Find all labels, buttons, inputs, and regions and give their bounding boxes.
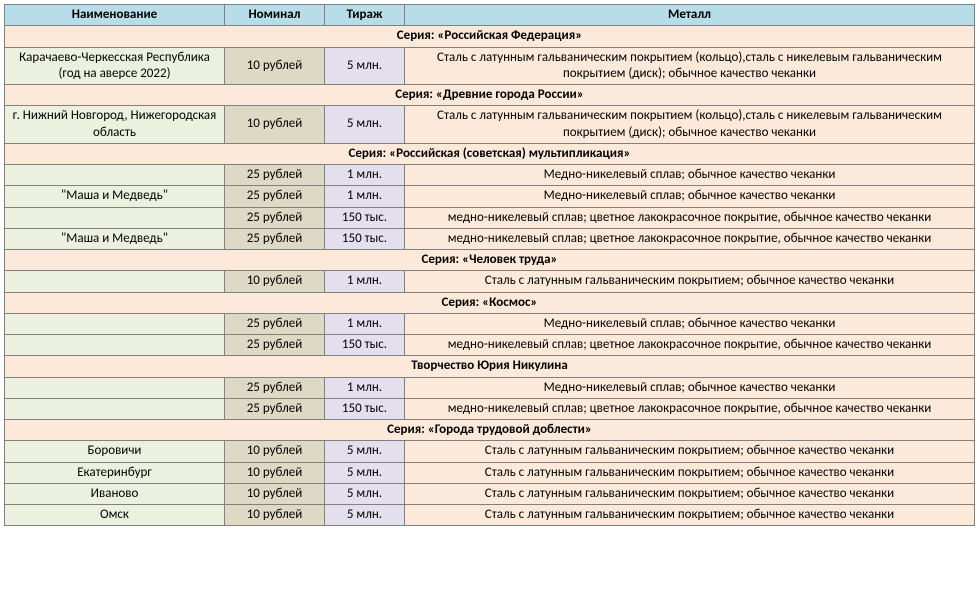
cell-nominal: 25 рублей — [225, 398, 325, 419]
coins-table: Наименование Номинал Тираж Металл Серия:… — [4, 4, 975, 526]
cell-tirage: 150 тыс. — [325, 207, 405, 228]
cell-metal: Сталь с латунным гальваническим покрытие… — [405, 462, 975, 483]
cell-nominal: 10 рублей — [225, 47, 325, 85]
series-row: Серия: «Космос» — [5, 292, 975, 313]
cell-tirage: 1 млн. — [325, 313, 405, 334]
cell-tirage: 1 млн. — [325, 271, 405, 292]
cell-tirage: 1 млн. — [325, 186, 405, 207]
cell-nominal: 10 рублей — [225, 505, 325, 526]
header-tir: Тираж — [325, 5, 405, 26]
cell-tirage: 150 тыс. — [325, 335, 405, 356]
cell-nominal: 25 рублей — [225, 313, 325, 334]
cell-name — [5, 271, 225, 292]
table-row: 25 рублей1 млн.Медно-никелевый сплав; об… — [5, 377, 975, 398]
header-nom: Номинал — [225, 5, 325, 26]
cell-metal: Сталь с латунным гальваническим покрытие… — [405, 47, 975, 85]
cell-tirage: 1 млн. — [325, 377, 405, 398]
cell-name: Омск — [5, 505, 225, 526]
cell-metal: Сталь с латунным гальваническим покрытие… — [405, 505, 975, 526]
series-label: Серия: «Человек труда» — [5, 250, 975, 271]
table-row: "Маша и Медведь"25 рублей150 тыс.медно-н… — [5, 228, 975, 249]
cell-nominal: 10 рублей — [225, 462, 325, 483]
series-label: Серия: «Российская (советская) мультипли… — [5, 143, 975, 164]
cell-name — [5, 165, 225, 186]
table-row: Омск10 рублей5 млн.Сталь с латунным галь… — [5, 505, 975, 526]
cell-metal: Сталь с латунным гальваническим покрытие… — [405, 106, 975, 144]
cell-metal: Медно-никелевый сплав; обычное качество … — [405, 186, 975, 207]
cell-tirage: 5 млн. — [325, 441, 405, 462]
cell-tirage: 5 млн. — [325, 106, 405, 144]
table-row: 10 рублей1 млн.Сталь с латунным гальвани… — [5, 271, 975, 292]
table-row: "Маша и Медведь"25 рублей1 млн.Медно-ник… — [5, 186, 975, 207]
header-metal: Металл — [405, 5, 975, 26]
series-label: Серия: «Древние города России» — [5, 85, 975, 106]
table-row: Иваново10 рублей5 млн.Сталь с латунным г… — [5, 483, 975, 504]
cell-tirage: 150 тыс. — [325, 398, 405, 419]
cell-name: Карачаево-Черкесская Республика (год на … — [5, 47, 225, 85]
series-row: Серия: «Древние города России» — [5, 85, 975, 106]
cell-metal: Медно-никелевый сплав; обычное качество … — [405, 377, 975, 398]
series-label: Серия: «Космос» — [5, 292, 975, 313]
cell-name — [5, 207, 225, 228]
cell-nominal: 10 рублей — [225, 271, 325, 292]
cell-metal: медно-никелевый сплав; цветное лакокрасо… — [405, 335, 975, 356]
cell-metal: медно-никелевый сплав; цветное лакокрасо… — [405, 228, 975, 249]
table-row: 25 рублей1 млн.Медно-никелевый сплав; об… — [5, 313, 975, 334]
cell-tirage: 5 млн. — [325, 47, 405, 85]
table-row: Екатеринбург10 рублей5 млн.Сталь с латун… — [5, 462, 975, 483]
cell-nominal: 25 рублей — [225, 377, 325, 398]
table-row: Боровичи10 рублей5 млн.Сталь с латунным … — [5, 441, 975, 462]
cell-nominal: 25 рублей — [225, 335, 325, 356]
table-row: 25 рублей150 тыс.медно-никелевый сплав; … — [5, 335, 975, 356]
header-name: Наименование — [5, 5, 225, 26]
cell-tirage: 150 тыс. — [325, 228, 405, 249]
table-row: 25 рублей150 тыс.медно-никелевый сплав; … — [5, 207, 975, 228]
series-label: Серия: «Города трудовой доблести» — [5, 420, 975, 441]
cell-tirage: 5 млн. — [325, 505, 405, 526]
series-row: Серия: «Российская (советская) мультипли… — [5, 143, 975, 164]
cell-name: Иваново — [5, 483, 225, 504]
cell-nominal: 25 рублей — [225, 207, 325, 228]
table-row: 25 рублей1 млн.Медно-никелевый сплав; об… — [5, 165, 975, 186]
cell-name: "Маша и Медведь" — [5, 186, 225, 207]
series-label: Серия: «Российская Федерация» — [5, 26, 975, 47]
series-label: Творчество Юрия Никулина — [5, 356, 975, 377]
cell-name: "Маша и Медведь" — [5, 228, 225, 249]
cell-name — [5, 313, 225, 334]
cell-metal: Медно-никелевый сплав; обычное качество … — [405, 165, 975, 186]
cell-metal: медно-никелевый сплав; цветное лакокрасо… — [405, 398, 975, 419]
table-row: г. Нижний Новгород, Нижегородская област… — [5, 106, 975, 144]
cell-metal: Медно-никелевый сплав; обычное качество … — [405, 313, 975, 334]
series-row: Серия: «Города трудовой доблести» — [5, 420, 975, 441]
cell-tirage: 1 млн. — [325, 165, 405, 186]
cell-nominal: 10 рублей — [225, 483, 325, 504]
cell-tirage: 5 млн. — [325, 462, 405, 483]
cell-metal: Сталь с латунным гальваническим покрытие… — [405, 441, 975, 462]
cell-name — [5, 377, 225, 398]
cell-metal: медно-никелевый сплав; цветное лакокрасо… — [405, 207, 975, 228]
cell-metal: Сталь с латунным гальваническим покрытие… — [405, 271, 975, 292]
cell-nominal: 25 рублей — [225, 228, 325, 249]
table-row: Карачаево-Черкесская Республика (год на … — [5, 47, 975, 85]
header-row: Наименование Номинал Тираж Металл — [5, 5, 975, 26]
series-row: Серия: «Российская Федерация» — [5, 26, 975, 47]
cell-tirage: 5 млн. — [325, 483, 405, 504]
cell-name: г. Нижний Новгород, Нижегородская област… — [5, 106, 225, 144]
cell-nominal: 25 рублей — [225, 165, 325, 186]
table-row: 25 рублей150 тыс.медно-никелевый сплав; … — [5, 398, 975, 419]
cell-metal: Сталь с латунным гальваническим покрытие… — [405, 483, 975, 504]
cell-name: Екатеринбург — [5, 462, 225, 483]
cell-nominal: 10 рублей — [225, 441, 325, 462]
series-row: Серия: «Человек труда» — [5, 250, 975, 271]
cell-nominal: 25 рублей — [225, 186, 325, 207]
cell-name — [5, 335, 225, 356]
cell-name: Боровичи — [5, 441, 225, 462]
cell-name — [5, 398, 225, 419]
series-row: Творчество Юрия Никулина — [5, 356, 975, 377]
cell-nominal: 10 рублей — [225, 106, 325, 144]
